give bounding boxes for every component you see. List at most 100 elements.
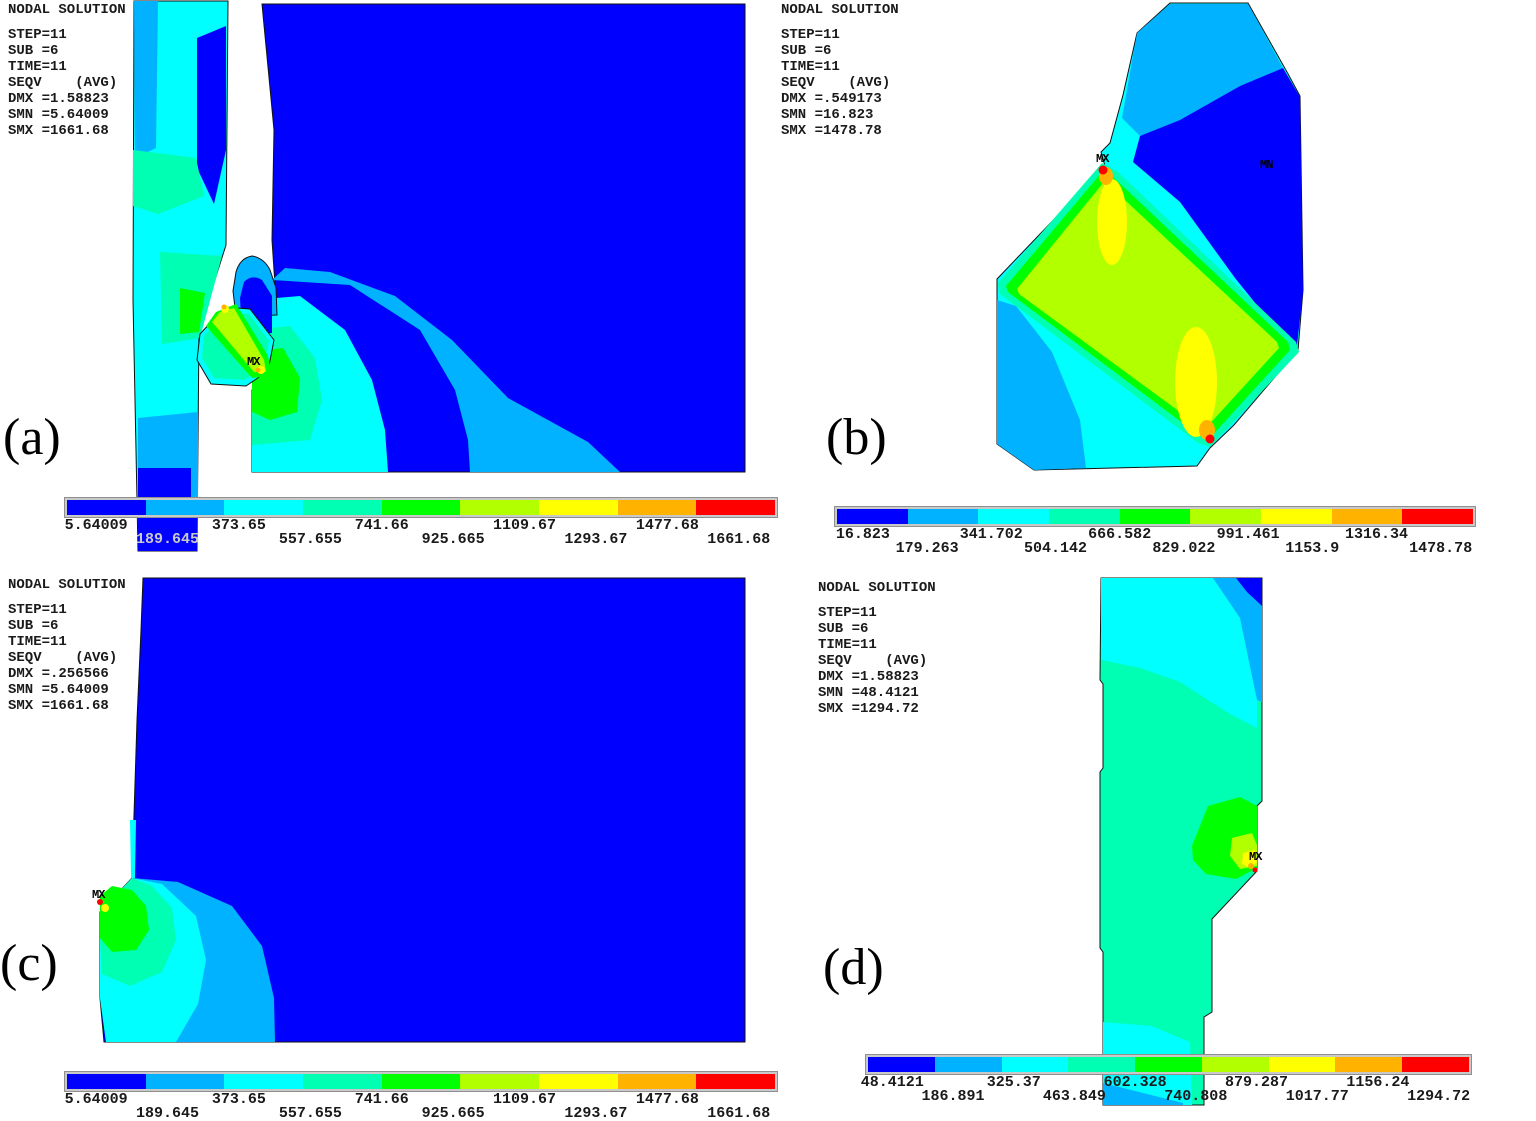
quantity-line: SEQV (AVG)	[781, 75, 891, 91]
colorbar-tick: 1109.67	[493, 1091, 557, 1108]
solution-title: NODAL SOLUTION	[8, 2, 126, 18]
colorbar-tick: 189.645	[136, 531, 200, 548]
colorbar-tick: 1293.67	[564, 1105, 628, 1121]
colorbar-segment	[696, 500, 776, 515]
colorbar-tick: 189.645	[136, 1105, 200, 1121]
colorbar-segment	[1068, 1057, 1136, 1072]
colorbar-tick: 557.655	[278, 531, 342, 548]
colorbar-segment	[934, 1057, 1002, 1072]
panel-a-letter: (a)	[3, 409, 61, 466]
panel-b-header: NODAL SOLUTION STEP=11 SUB =6 TIME=11 SE…	[781, 2, 899, 139]
colorbar-segment	[617, 1074, 697, 1089]
colorbar-tick: 1661.68	[707, 1105, 771, 1121]
colorbar-tick: 925.665	[421, 531, 485, 548]
colorbar-segment	[303, 1074, 382, 1089]
sub-line: SUB =6	[781, 43, 832, 59]
dmx-line: DMX =1.58823	[8, 91, 109, 107]
smn-line: SMN =5.64009	[8, 107, 109, 123]
colorbar-tick: 5.64009	[64, 1091, 128, 1108]
panel-b-min-marker: MN	[1260, 158, 1273, 172]
colorbar-segment	[145, 500, 225, 515]
sub-line: SUB =6	[8, 43, 59, 59]
colorbar-tick: 341.702	[959, 526, 1023, 543]
colorbar-segment	[1331, 509, 1403, 524]
colorbar-segment	[1135, 1057, 1202, 1072]
colorbar-tick: 16.823	[835, 526, 890, 543]
colorbar-segment	[1049, 509, 1120, 524]
smx-line: SMX =1661.68	[8, 123, 109, 139]
colorbar-frame	[834, 506, 1476, 527]
colorbar-frame	[865, 1054, 1472, 1075]
colorbar-segment	[1001, 1057, 1069, 1072]
colorbar-frame	[64, 1071, 778, 1092]
colorbar-tick: 463.849	[1042, 1088, 1106, 1105]
colorbar-tick: 1293.67	[564, 531, 628, 548]
panel-a-plot	[132, 0, 746, 552]
colorbar-segment	[617, 500, 697, 515]
smx-line: SMX =1478.78	[781, 123, 882, 139]
smn-line: SMN =48.4121	[818, 685, 919, 701]
quantity-line: SEQV (AVG)	[8, 75, 118, 91]
colorbar-tick: 1477.68	[635, 517, 699, 534]
quantity-line: SEQV (AVG)	[818, 653, 928, 669]
panel-d-colorbar: 48.4121 186.891 325.37 463.849 602.328 7…	[861, 1054, 1472, 1105]
panel-d-max-marker: MX	[1249, 850, 1262, 864]
colorbar-segment	[224, 1074, 304, 1089]
colorbar-tick: 1156.24	[1346, 1074, 1410, 1091]
colorbar-segment	[1119, 509, 1191, 524]
colorbar-segment	[1268, 1057, 1336, 1072]
colorbar-segment	[837, 509, 908, 524]
dmx-line: DMX =.549173	[781, 91, 882, 107]
colorbar-segment	[539, 1074, 618, 1089]
colorbar-tick: 1316.34	[1344, 526, 1408, 543]
colorbar-tick: 1477.68	[635, 1091, 699, 1108]
panel-b-max-marker: MX	[1096, 152, 1109, 166]
colorbar-tick: 741.66	[354, 1091, 409, 1108]
colorbar-tick: 741.66	[354, 517, 409, 534]
panel-d-plot	[1099, 577, 1263, 1106]
panel-d-letter: (d)	[823, 939, 884, 996]
time-line: TIME=11	[8, 59, 67, 75]
colorbar-tick: 829.022	[1152, 540, 1216, 557]
panel-c-plot	[97, 577, 746, 1043]
colorbar-tick: 740.808	[1164, 1088, 1228, 1105]
colorbar-segment	[1402, 1057, 1470, 1072]
time-line: TIME=11	[818, 637, 877, 653]
colorbar-tick: 5.64009	[64, 517, 128, 534]
colorbar-segment	[381, 1074, 461, 1089]
solution-title: NODAL SOLUTION	[8, 577, 126, 593]
colorbar-segment	[978, 509, 1050, 524]
colorbar-segment	[1261, 509, 1332, 524]
sub-line: SUB =6	[8, 618, 59, 634]
sub-line: SUB =6	[818, 621, 869, 637]
step-line: STEP=11	[818, 605, 877, 621]
colorbar-tick: 602.328	[1103, 1074, 1167, 1091]
colorbar-tick: 879.287	[1224, 1074, 1289, 1091]
colorbar-segment	[696, 1074, 776, 1089]
dmx-line: DMX =.256566	[8, 666, 109, 682]
solution-title: NODAL SOLUTION	[818, 580, 936, 596]
colorbar-tick: 179.263	[895, 540, 959, 557]
panel-d-rail	[1099, 577, 1263, 1106]
panel-c-letter: (c)	[0, 935, 58, 992]
smn-line: SMN =5.64009	[8, 682, 109, 698]
colorbar-segment	[145, 1074, 225, 1089]
time-line: TIME=11	[8, 634, 67, 650]
colorbar-segment	[67, 500, 146, 515]
colorbar-tick: 1109.67	[493, 517, 557, 534]
panel-a-header: NODAL SOLUTION STEP=11 SUB =6 TIME=11 SE…	[8, 2, 126, 139]
panel-b-letter: (b)	[826, 409, 887, 466]
smn-line: SMN =16.823	[781, 107, 874, 123]
colorbar-tick: 1294.72	[1407, 1088, 1471, 1105]
colorbar-segment	[460, 500, 540, 515]
colorbar-tick: 373.65	[211, 517, 266, 534]
colorbar-tick: 991.461	[1216, 526, 1280, 543]
quantity-line: SEQV (AVG)	[8, 650, 118, 666]
colorbar-tick: 325.37	[986, 1074, 1041, 1091]
panel-c-header: NODAL SOLUTION STEP=11 SUB =6 TIME=11 SE…	[8, 577, 126, 714]
step-line: STEP=11	[781, 27, 840, 43]
colorbar-segment	[1201, 1057, 1269, 1072]
colorbar-segment	[381, 500, 461, 515]
